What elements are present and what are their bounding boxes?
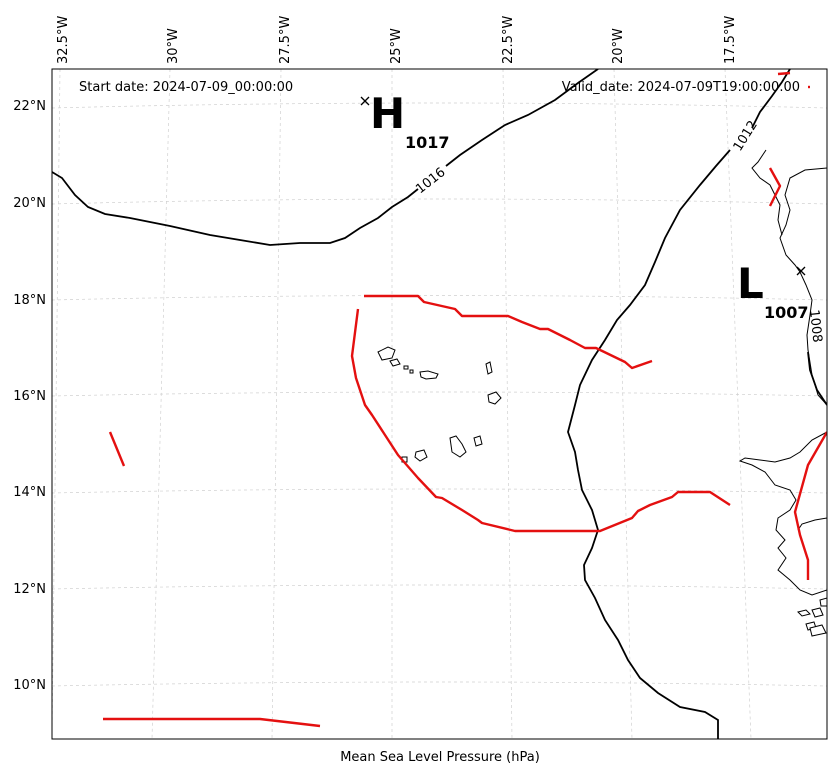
front-line [103, 717, 321, 728]
isobars [52, 69, 827, 739]
lon-tick-label: 27.5°W [278, 16, 293, 64]
fronts [103, 71, 827, 728]
low-center-marker-icon [796, 266, 806, 276]
lat-tick-label: 14°N [13, 485, 46, 500]
pressure-center-labels: H 1017 L 1007 [370, 89, 809, 322]
lon-tick-label: 30°W [166, 28, 181, 64]
isobar-1012 [751, 69, 791, 129]
front-line [350, 308, 731, 533]
lon-tick-label: 25°W [389, 28, 404, 64]
graticule [52, 69, 827, 739]
valid-date-label: Valid_date: 2024-07-09T19:00:00.00 [562, 80, 800, 95]
lon-tick-label: 20°W [611, 28, 626, 64]
isobar-1016 [52, 171, 419, 246]
front-line [108, 431, 126, 467]
lat-tick-label: 10°N [13, 678, 46, 693]
cape-verde-islands [377, 346, 502, 463]
low-pressure-letter: L [737, 259, 764, 308]
lon-tick-label: 32.5°W [56, 16, 71, 64]
isobar-label-1012: 1012 [731, 118, 761, 154]
lat-tick-label: 22°N [13, 99, 46, 114]
high-center-marker-icon [360, 96, 370, 106]
start-date-label: Start date: 2024-07-09_00:00:00 [79, 80, 293, 95]
lat-tick-label: 18°N [13, 293, 46, 308]
map-caption: Mean Sea Level Pressure (hPa) [340, 750, 540, 765]
lon-tick-label: 22.5°W [501, 16, 516, 64]
longitude-tick-labels: 32.5°W 30°W 27.5°W 25°W 22.5°W 20°W 17.5… [56, 16, 738, 64]
isobar-1016 [445, 69, 599, 167]
latitude-tick-labels: 22°N 20°N 18°N 16°N 14°N 12°N 10°N [13, 99, 46, 693]
high-pressure-letter: H [370, 89, 405, 138]
high-pressure-value: 1017 [405, 133, 450, 152]
lat-tick-label: 12°N [13, 582, 46, 597]
lon-tick-label: 17.5°W [723, 16, 738, 64]
isobar-labels: 1016 1012 1008 [413, 118, 824, 343]
front-line [768, 167, 782, 207]
isobar-1012 [567, 149, 731, 739]
map-frame [51, 68, 828, 740]
low-pressure-value: 1007 [764, 303, 809, 322]
isobar-label-1016: 1016 [413, 165, 448, 197]
front-line [793, 431, 827, 580]
isobar-1008 [807, 351, 827, 406]
front-line [364, 294, 653, 370]
coastline [738, 149, 827, 637]
lat-tick-label: 16°N [13, 389, 46, 404]
lat-tick-label: 20°N [13, 196, 46, 211]
isobar-label-1008: 1008 [806, 309, 824, 343]
pressure-center-markers [360, 96, 806, 276]
front-line [777, 71, 791, 76]
